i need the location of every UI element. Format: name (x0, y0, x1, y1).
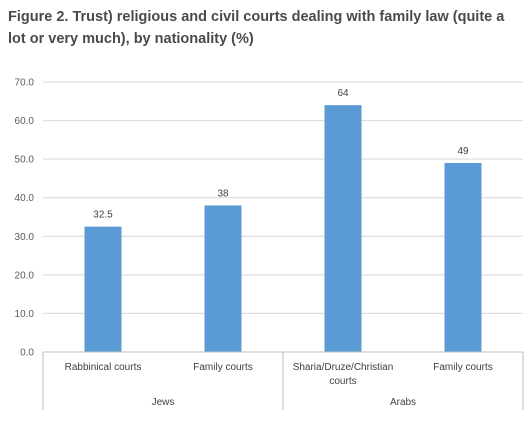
x-tick-label: Rabbinical courts (65, 362, 142, 373)
x-tick-label: Family courts (433, 362, 492, 373)
bar (444, 163, 482, 352)
y-tick-label: 20.0 (15, 270, 35, 281)
data-label: 64 (337, 88, 349, 99)
y-tick-label: 40.0 (15, 193, 35, 204)
data-labels: 32.5 38 64 49 (93, 88, 469, 221)
x-tick-label: Family courts (193, 362, 252, 373)
group-label: Arabs (390, 397, 416, 408)
x-tick-label: Sharia/Druze/Christian courts (293, 362, 394, 387)
chart-title: Figure 2. Trust) religious and civil cou… (8, 9, 505, 47)
y-tick-label: 30.0 (15, 232, 35, 243)
gridlines (43, 81, 523, 314)
y-tick-label: 70.0 (15, 78, 35, 89)
bar (204, 205, 242, 352)
y-tick-label: 0.0 (20, 348, 34, 359)
y-tick-label: 60.0 (15, 116, 35, 127)
x-axis: Rabbinical courts Family courts Sharia/Dru… (42, 351, 524, 410)
data-label: 32.5 (93, 210, 113, 221)
group-label: Jews (152, 397, 175, 408)
y-tick-label: 10.0 (15, 309, 35, 320)
bar (324, 105, 362, 353)
bar (84, 226, 122, 352)
y-axis-ticks: 0.0 10.0 20.0 30.0 40.0 50.0 60.0 70.0 (15, 78, 35, 359)
data-label: 38 (217, 188, 229, 199)
data-label: 49 (457, 146, 469, 157)
bars (84, 105, 482, 353)
y-tick-label: 50.0 (15, 155, 35, 166)
